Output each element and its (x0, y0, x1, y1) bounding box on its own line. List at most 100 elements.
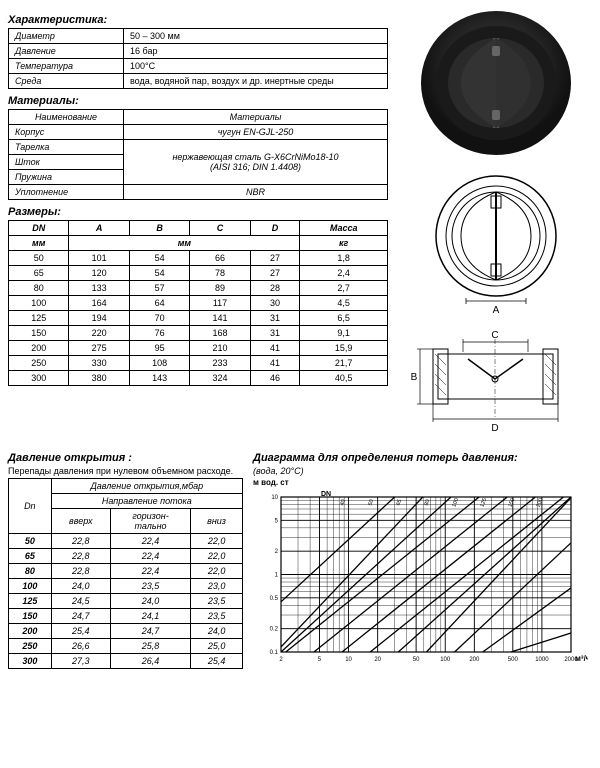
svg-text:0.1: 0.1 (270, 650, 279, 656)
size-5-2: 76 (129, 326, 189, 341)
size-0-0: 50 (9, 251, 69, 266)
size-h-3: C (190, 221, 250, 236)
svg-text:2: 2 (275, 549, 279, 555)
mat-k-2: Шток (9, 155, 124, 170)
size-8-4: 46 (250, 371, 300, 386)
size-7-1: 330 (69, 356, 129, 371)
press-5-1: 24,7 (51, 609, 110, 624)
svg-text:50: 50 (413, 657, 420, 663)
char-v-0: 50 – 300 мм (124, 29, 388, 44)
press-2-1: 22,8 (51, 564, 110, 579)
size-3-0: 100 (9, 296, 69, 311)
size-7-3: 233 (190, 356, 250, 371)
svg-text:10: 10 (345, 657, 352, 663)
mat-k-0: Корпус (9, 125, 124, 140)
svg-text:DN: DN (321, 491, 331, 498)
press-0-2: 22,4 (110, 534, 190, 549)
char-k-0: Диаметр (9, 29, 124, 44)
size-5-0: 150 (9, 326, 69, 341)
press-5-3: 23,5 (191, 609, 243, 624)
dim-B: B (411, 372, 418, 383)
size-2-3: 89 (190, 281, 250, 296)
size-6-1: 275 (69, 341, 129, 356)
press-4-2: 24,0 (110, 594, 190, 609)
size-2-0: 80 (9, 281, 69, 296)
size-u3: кг (300, 236, 388, 251)
pressure-chart: 25102050100200500100020000.10.20.512510D… (253, 487, 588, 672)
press-c3: вниз (191, 509, 243, 534)
size-0-4: 27 (250, 251, 300, 266)
size-6-2: 95 (129, 341, 189, 356)
size-h-5: Масса (300, 221, 388, 236)
char-k-3: Среда (9, 74, 124, 89)
press-0-0: 50 (9, 534, 52, 549)
size-3-1: 164 (69, 296, 129, 311)
size-1-4: 27 (250, 266, 300, 281)
char-k-2: Температура (9, 59, 124, 74)
size-table: DNABCDМасса мм мм кг 501015466271,865120… (8, 220, 388, 386)
press-2-3: 22,0 (191, 564, 243, 579)
press-8-0: 300 (9, 654, 52, 669)
size-3-3: 117 (190, 296, 250, 311)
size-5-5: 9,1 (300, 326, 388, 341)
press-title: Давление открытия : (8, 452, 243, 464)
svg-text:м³/ч: м³/ч (575, 654, 588, 663)
size-8-5: 40,5 (300, 371, 388, 386)
dim-C: C (491, 330, 498, 341)
mat-k-1: Тарелка (9, 140, 124, 155)
size-7-5: 21,7 (300, 356, 388, 371)
size-3-5: 4,5 (300, 296, 388, 311)
char-title: Характеристика: (8, 14, 393, 26)
svg-text:5: 5 (318, 657, 322, 663)
press-3-1: 24,0 (51, 579, 110, 594)
valve-front-drawing: A (421, 166, 571, 316)
svg-text:2: 2 (279, 657, 283, 663)
mat-v-0: чугун EN-GJL-250 (124, 125, 388, 140)
size-6-5: 15,9 (300, 341, 388, 356)
size-h-0: DN (9, 221, 69, 236)
size-title: Размеры: (8, 206, 393, 218)
press-6-3: 24,0 (191, 624, 243, 639)
chart-title: Диаграмма для определения потерь давлени… (253, 452, 592, 464)
char-table: Диаметр50 – 300 ммДавление16 барТемперат… (8, 28, 388, 89)
press-2-0: 80 (9, 564, 52, 579)
press-sub: Перепады давления при нулевом объемном р… (8, 466, 243, 476)
char-v-2: 100°C (124, 59, 388, 74)
size-6-3: 210 (190, 341, 250, 356)
press-6-0: 200 (9, 624, 52, 639)
svg-text:1: 1 (275, 573, 279, 579)
press-0-3: 22,0 (191, 534, 243, 549)
svg-text:200: 200 (469, 657, 480, 663)
press-4-3: 23,5 (191, 594, 243, 609)
size-h-4: D (250, 221, 300, 236)
size-8-3: 324 (190, 371, 250, 386)
size-1-5: 2,4 (300, 266, 388, 281)
size-4-4: 31 (250, 311, 300, 326)
size-3-4: 30 (250, 296, 300, 311)
size-5-1: 220 (69, 326, 129, 341)
size-3-2: 64 (129, 296, 189, 311)
press-1-1: 22,8 (51, 549, 110, 564)
svg-text:0.2: 0.2 (270, 627, 279, 633)
size-8-1: 380 (69, 371, 129, 386)
press-c2: горизон- тально (110, 509, 190, 534)
press-6-2: 24,7 (110, 624, 190, 639)
mat-table: Наименование Материалы Корпусчугун EN-GJ… (8, 109, 388, 200)
mat-v-4: NBR (124, 185, 388, 200)
svg-text:100: 100 (440, 657, 451, 663)
press-h2: Направление потока (51, 494, 242, 509)
size-0-1: 101 (69, 251, 129, 266)
valve-photo (416, 8, 576, 158)
size-5-4: 31 (250, 326, 300, 341)
press-7-2: 25,8 (110, 639, 190, 654)
press-2-2: 22,4 (110, 564, 190, 579)
press-7-0: 250 (9, 639, 52, 654)
size-u2: мм (69, 236, 300, 251)
size-1-3: 78 (190, 266, 250, 281)
mat-h2: Материалы (124, 110, 388, 125)
chart-sub: (вода, 20°C) (253, 466, 592, 476)
mat-v-1: нержавеющая сталь G-X6CrNiMo18-10 (AISI … (124, 140, 388, 185)
dim-A: A (492, 305, 499, 316)
press-0-1: 22,8 (51, 534, 110, 549)
size-u1: мм (9, 236, 69, 251)
